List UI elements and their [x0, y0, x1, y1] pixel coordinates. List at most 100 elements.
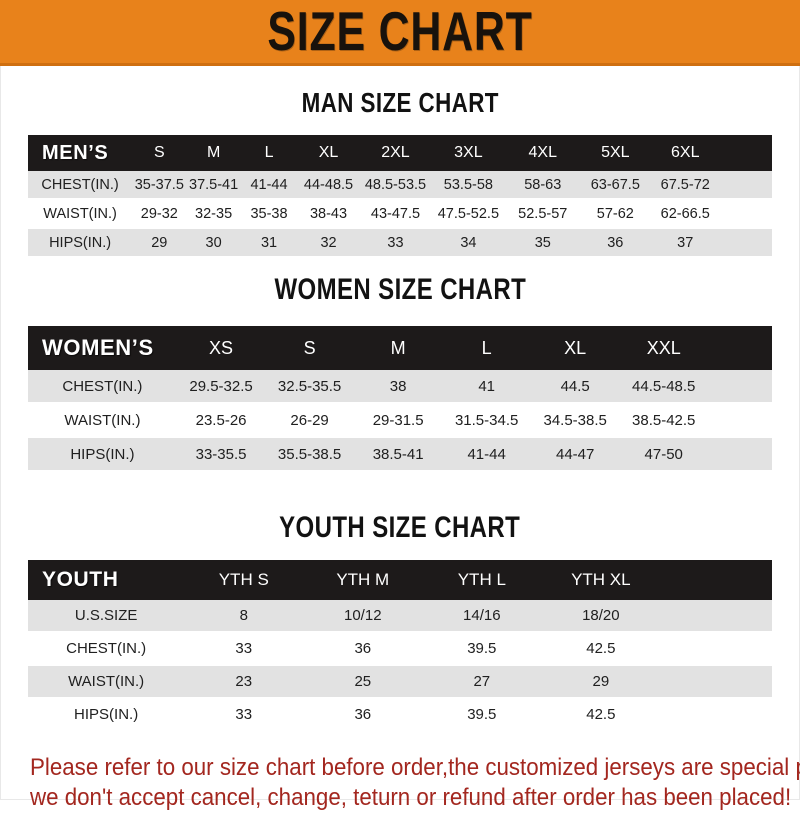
size-chart-title: SIZE CHART: [267, 4, 532, 59]
size-value-cell: 34.5-38.5: [530, 403, 620, 438]
size-value-cell: 23.5-26: [176, 403, 266, 438]
size-value-cell: 36: [579, 228, 651, 258]
youth-header-row: YOUTH YTH S YTH M YTH L YTH XL: [28, 560, 772, 600]
size-value-cell: 43-47.5: [359, 199, 432, 229]
size-value-cell: 39.5: [422, 632, 542, 666]
size-value-cell: 10/12: [303, 600, 423, 633]
size-value-cell: 29: [541, 665, 661, 699]
size-value-cell: 14/16: [422, 600, 542, 633]
size-column-header: 5XL: [579, 135, 651, 171]
man-size-chart-title: MAN SIZE CHART: [0, 87, 800, 119]
size-chart-title-text: SIZE CHART: [267, 0, 533, 62]
size-value-cell: 44.5-48.5: [619, 370, 708, 404]
size-value-cell: 38-43: [297, 199, 360, 229]
size-value-cell: 29-32: [132, 199, 187, 229]
row-filler-cell: [719, 228, 772, 258]
footer-note: Please refer to our size chart before or…: [30, 753, 800, 813]
size-value-cell: 41-44: [442, 437, 531, 472]
size-column-header: M: [353, 326, 443, 370]
row-filler-cell: [660, 665, 772, 699]
row-filler-cell: [719, 199, 772, 229]
size-column-header: L: [240, 135, 298, 171]
row-filler-cell: [660, 632, 772, 666]
header-filler-cell: [660, 560, 772, 600]
youth-size-chart-title: YOUTH SIZE CHART: [0, 512, 800, 544]
youth-size-chart-title-text: YOUTH SIZE CHART: [279, 511, 521, 544]
size-value-cell: 31: [240, 228, 298, 258]
size-value-cell: 33: [184, 698, 304, 732]
row-label: HIPS(IN.): [28, 698, 185, 732]
measure-row: WAIST(IN.) 29-32 32-35 35-38 38-43 43-47.5 47.…: [28, 199, 772, 229]
size-value-cell: 29: [132, 228, 187, 258]
size-column-header: YTH L: [422, 560, 542, 600]
size-value-cell: 26-29: [265, 403, 354, 438]
size-column-header: S: [265, 326, 354, 370]
men-size-table: MEN’S S M L XL 2XL 3XL 4XL 5XL 6XL CHEST(IN.) 35-37…: [28, 135, 772, 258]
women-size-chart-title-text: WOMEN SIZE CHART: [274, 273, 526, 306]
youth-size-table: YOUTH YTH S YTH M YTH L YTH XL U.S.SIZE 8 10/12…: [28, 560, 772, 732]
size-value-cell: 29.5-32.5: [176, 370, 266, 404]
size-value-cell: 33: [359, 228, 432, 258]
size-value-cell: 35.5-38.5: [265, 437, 354, 472]
row-label: U.S.SIZE: [28, 600, 185, 633]
men-size-section: MAN SIZE CHART MEN’S S M L XL 2XL 3XL 4XL 5XL 6XL…: [0, 87, 800, 258]
men-group-label: MEN’S: [28, 135, 133, 171]
row-label: CHEST(IN.): [28, 171, 133, 200]
size-column-header: XXL: [619, 326, 708, 370]
size-value-cell: 67.5-72: [650, 171, 720, 200]
size-value-cell: 37: [650, 228, 720, 258]
size-value-cell: 57-62: [579, 199, 651, 229]
size-column-header: YTH M: [303, 560, 423, 600]
size-value-cell: 38.5-42.5: [619, 403, 708, 438]
measure-row: HIPS(IN.) 29 30 31 32 33 34 35 36 37: [28, 228, 772, 258]
size-value-cell: 34: [431, 228, 506, 258]
size-value-cell: 47-50: [619, 437, 708, 472]
size-value-cell: 35: [505, 228, 580, 258]
size-value-cell: 41: [442, 370, 531, 404]
size-column-header: L: [442, 326, 531, 370]
measure-row: HIPS(IN.) 33 36 39.5 42.5: [28, 698, 772, 732]
footer-note-line-2: we don't accept cancel, change, teturn o…: [30, 784, 792, 811]
size-value-cell: 32-35: [186, 199, 241, 229]
header-filler-cell: [719, 135, 772, 171]
row-filler-cell: [719, 171, 772, 200]
size-column-header: 4XL: [505, 135, 580, 171]
measure-row: WAIST(IN.) 23.5-26 26-29 29-31.5 31.5-34.5 34…: [28, 403, 772, 438]
size-value-cell: 42.5: [541, 632, 661, 666]
women-header-row: WOMEN’S XS S M L XL XXL: [28, 326, 772, 370]
men-header-row: MEN’S S M L XL 2XL 3XL 4XL 5XL 6XL: [28, 135, 772, 171]
size-column-header: XS: [176, 326, 266, 370]
size-chart-banner: SIZE CHART: [0, 0, 800, 66]
size-value-cell: 18/20: [541, 600, 661, 633]
size-column-header: XL: [530, 326, 620, 370]
row-filler-cell: [660, 600, 772, 633]
measure-row: U.S.SIZE 8 10/12 14/16 18/20: [28, 600, 772, 633]
row-filler-cell: [707, 437, 772, 472]
women-group-label: WOMEN’S: [28, 326, 177, 370]
size-value-cell: 48.5-53.5: [359, 171, 432, 200]
women-size-table: WOMEN’S XS S M L XL XXL CHEST(IN.) 29.5-32.5 32.5…: [28, 326, 772, 472]
measure-row: HIPS(IN.) 33-35.5 35.5-38.5 38.5-41 41-44 44-…: [28, 437, 772, 472]
size-column-header: XL: [297, 135, 360, 171]
size-value-cell: 32: [297, 228, 360, 258]
row-filler-cell: [660, 698, 772, 732]
size-value-cell: 38.5-41: [353, 437, 443, 472]
size-value-cell: 36: [303, 632, 423, 666]
footer-note-line-1: Please refer to our size chart before or…: [30, 754, 800, 781]
size-value-cell: 44-48.5: [297, 171, 360, 200]
size-value-cell: 29-31.5: [353, 403, 443, 438]
row-label: CHEST(IN.): [28, 632, 185, 666]
youth-group-label: YOUTH: [28, 560, 185, 600]
measure-row: CHEST(IN.) 35-37.5 37.5-41 41-44 44-48.5 48.5…: [28, 171, 772, 200]
size-value-cell: 31.5-34.5: [442, 403, 531, 438]
size-value-cell: 35-37.5: [132, 171, 187, 200]
size-value-cell: 35-38: [240, 199, 298, 229]
size-value-cell: 58-63: [505, 171, 580, 200]
size-value-cell: 42.5: [541, 698, 661, 732]
size-value-cell: 62-66.5: [650, 199, 720, 229]
size-value-cell: 25: [303, 665, 423, 699]
women-size-section: WOMEN SIZE CHART WOMEN’S XS S M L XL XXL CHEST(…: [0, 274, 800, 472]
row-label: CHEST(IN.): [28, 370, 177, 404]
size-value-cell: 27: [422, 665, 542, 699]
row-label: WAIST(IN.): [28, 199, 133, 229]
